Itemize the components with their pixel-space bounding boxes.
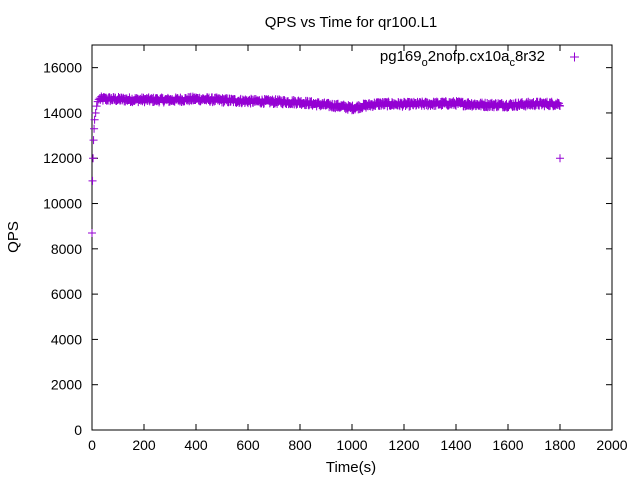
data-point [90, 124, 99, 133]
y-tick-label: 10000 [43, 196, 82, 212]
x-tick-label: 2000 [596, 437, 627, 453]
x-tick-label: 1400 [440, 437, 471, 453]
y-tick-label: 8000 [51, 241, 82, 257]
data-point [89, 136, 98, 145]
data-point [88, 228, 96, 237]
data-points [88, 92, 564, 237]
data-point [556, 102, 564, 110]
x-tick-label: 400 [184, 437, 208, 453]
data-point [89, 154, 98, 163]
x-tick-label: 800 [288, 437, 312, 453]
x-axis-label: Time(s) [326, 459, 376, 476]
y-tick-label: 0 [74, 422, 82, 438]
y-tick-label: 14000 [43, 105, 82, 121]
data-point [90, 115, 99, 124]
x-tick-label: 1200 [388, 437, 419, 453]
y-tick-label: 6000 [51, 286, 82, 302]
y-axis-label: QPS [5, 221, 22, 253]
y-tick-label: 2000 [51, 377, 82, 393]
legend-label: pg169o2nofp.cx10ac8r32 [380, 48, 545, 69]
x-tick-label: 1000 [336, 437, 367, 453]
x-tick-label: 600 [236, 437, 260, 453]
data-point [91, 108, 100, 117]
y-tick-label: 4000 [51, 331, 82, 347]
chart-title: QPS vs Time for qr100.L1 [265, 14, 438, 31]
y-tick-label: 16000 [43, 60, 82, 76]
x-tick-label: 200 [132, 437, 156, 453]
x-tick-label: 1600 [492, 437, 523, 453]
legend: pg169o2nofp.cx10ac8r32 [380, 48, 579, 69]
y-tick-label: 12000 [43, 150, 82, 166]
x-tick-label: 0 [88, 437, 96, 453]
x-tick-label: 1800 [544, 437, 575, 453]
data-point [88, 176, 97, 185]
data-point [92, 102, 101, 111]
data-point [555, 101, 564, 110]
axis-ticks: 0 200 400 600 800 1000 1200 1400 1600 1800 2000 0 20… [43, 45, 628, 453]
legend-marker [570, 52, 579, 62]
data-point-outlier [556, 154, 564, 163]
